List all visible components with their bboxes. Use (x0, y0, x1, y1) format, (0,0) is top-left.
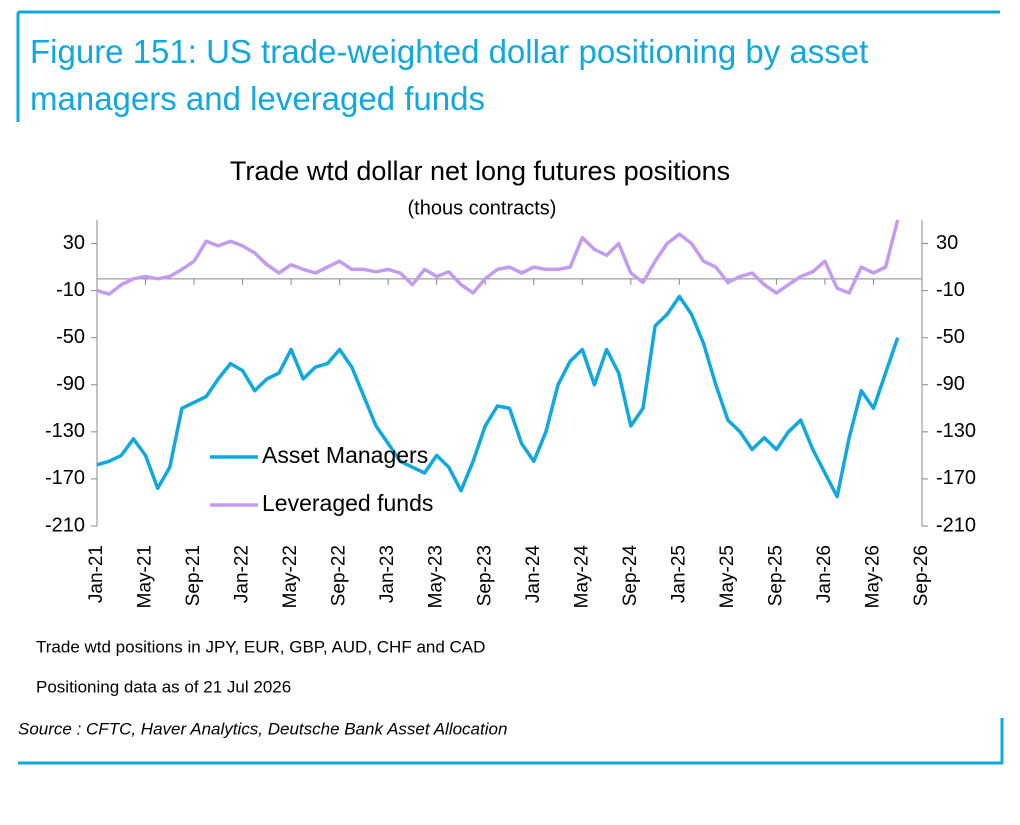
x-tick-label: May-22 (280, 545, 301, 608)
x-tick-label: Jan-24 (523, 545, 544, 604)
y-tick-label: -170 (45, 467, 85, 489)
y2-tick-label: -10 (936, 279, 965, 301)
x-tick-label: Sep-22 (329, 545, 350, 606)
figure-title-box: Figure 151: US trade-weighted dollar pos… (30, 33, 869, 117)
plot-area: -210 -170 -130 -90 -50 -10 30 -210 -170 -130 -90 -5… (45, 219, 976, 609)
y2-tick-label: -130 (936, 420, 976, 442)
y2-tick-label: -170 (936, 467, 976, 489)
legend-label: Asset Managers (262, 442, 428, 468)
x-tick-label: May-24 (571, 545, 592, 609)
series-line (96, 294, 900, 499)
y-tick-label: -50 (56, 326, 85, 348)
y2-tick-label: -50 (936, 326, 965, 348)
x-tick-label: May-23 (426, 545, 447, 608)
figure-title: Figure 151: US trade-weighted dollar pos… (30, 33, 869, 117)
series-line (96, 219, 900, 296)
y2-tick-label: -210 (936, 514, 976, 536)
x-tick-label: Jan-21 (86, 545, 107, 603)
source: Source : CFTC, Haver Analytics, Deutsche… (18, 719, 507, 738)
y2-tick-label: -90 (936, 373, 965, 395)
x-tick-label: May-21 (135, 545, 156, 608)
x-tick-label: Jan-22 (232, 545, 253, 603)
y-tick-label: -90 (56, 373, 85, 395)
y-tick-label: -10 (56, 279, 85, 301)
x-tick-label: Jan-26 (814, 545, 835, 603)
x-tick-label: Jan-23 (377, 545, 398, 603)
y-tick-label: 30 (63, 232, 85, 254)
note: Trade wtd positions in JPY, EUR, GBP, AU… (36, 637, 485, 656)
x-tick-label: Sep-21 (183, 545, 204, 606)
note: Positioning data as of 21 Jul 2026 (36, 677, 291, 696)
x-tick-label: May-25 (717, 545, 738, 608)
x-tick-label: Sep-26 (911, 545, 932, 606)
y-tick-label: -210 (45, 514, 85, 536)
x-tick-label: Jan-25 (668, 545, 689, 603)
y-tick-label: -130 (45, 420, 85, 442)
chart-title: Trade wtd dollar net long futures positi… (230, 156, 730, 186)
x-tick-label: Sep-24 (620, 545, 641, 607)
x-tick-label: Sep-25 (765, 545, 786, 606)
x-tick-label: May-26 (862, 545, 883, 608)
chart-subtitle: (thous contracts) (408, 197, 557, 219)
legend-label: Leveraged funds (262, 490, 433, 516)
y2-tick-label: 30 (936, 232, 958, 254)
x-tick-label: Sep-23 (474, 545, 495, 606)
